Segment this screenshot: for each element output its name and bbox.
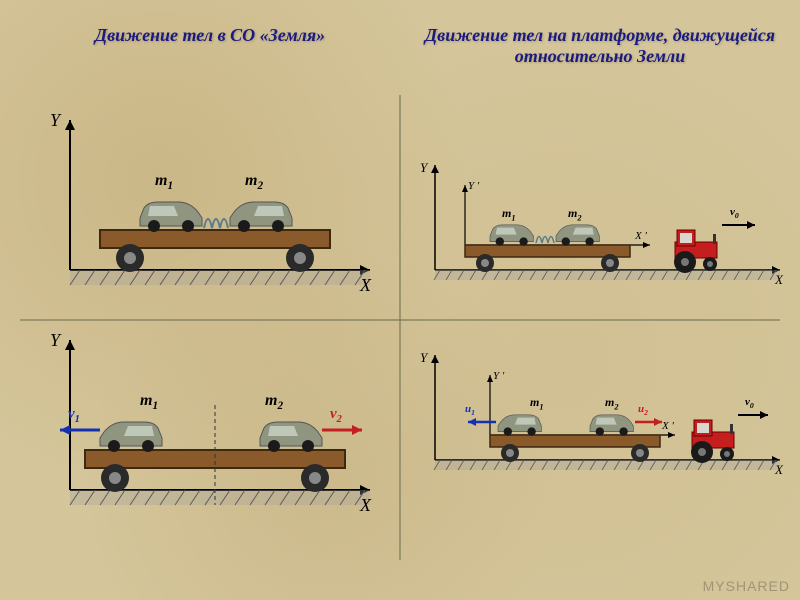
axis-y-br: Y — [420, 350, 427, 366]
title-right: Движение тел на платформе, движущейся от… — [420, 25, 780, 67]
axis-y-bl: Y — [50, 330, 60, 351]
watermark: MYSHARED — [703, 578, 790, 594]
axis-yp-tr: Y ′ — [468, 180, 479, 192]
axis-y-tr: Y — [420, 160, 427, 176]
diagram-tr — [410, 150, 790, 310]
panel-bottom-right: Y X Y ′ X ′ m1 m2 u1 u2 v0 — [410, 340, 790, 500]
panel-bottom-left: Y X m1 m2 v1 v2 — [30, 330, 390, 540]
m2-br: m2 — [605, 395, 619, 411]
m1-bl: m1 — [140, 392, 158, 412]
v1-bl: v1 — [68, 406, 80, 425]
axis-yp-br: Y ′ — [493, 370, 504, 382]
m1-br: m1 — [530, 395, 544, 411]
axis-x-tl: X — [360, 275, 371, 296]
axis-x-tr: X — [775, 272, 783, 288]
diagram-br — [410, 340, 790, 500]
axis-y-tl: Y — [50, 110, 60, 131]
panel-top-left: Y X m1 m2 — [30, 110, 390, 300]
v0-tr: v0 — [730, 206, 739, 220]
axis-x-bl: X — [360, 495, 371, 516]
v2-bl: v2 — [330, 406, 342, 425]
m1-tr: m1 — [502, 206, 516, 222]
title-left: Движение тел в СО «Земля» — [60, 25, 360, 46]
axis-x-br: X — [775, 462, 783, 478]
u1-br: u1 — [465, 403, 475, 417]
u2-br: u2 — [638, 403, 648, 417]
m1-tl: m1 — [155, 172, 173, 192]
m2-tr: m2 — [568, 206, 582, 222]
diagram-bl — [30, 330, 390, 540]
m2-bl: m2 — [265, 392, 283, 412]
axis-xp-tr: X ′ — [635, 230, 647, 242]
panel-top-right: Y X Y ′ X ′ m1 m2 v0 — [410, 150, 790, 310]
diagram-tl — [30, 110, 390, 300]
m2-tl: m2 — [245, 172, 263, 192]
v0-br: v0 — [745, 396, 754, 410]
axis-xp-br: X ′ — [662, 420, 674, 432]
